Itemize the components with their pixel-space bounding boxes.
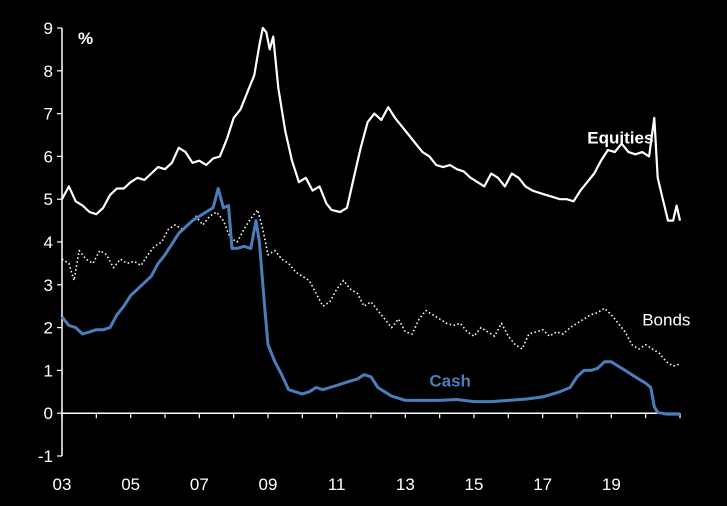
y-tick-label: 3 xyxy=(44,276,53,295)
y-axis-unit-label: % xyxy=(78,29,93,48)
y-tick-label: -1 xyxy=(38,447,53,466)
x-tick-label: 03 xyxy=(53,475,72,494)
series-label-bonds: Bonds xyxy=(642,310,690,329)
series-lines xyxy=(60,26,682,416)
series-label-equities: Equities xyxy=(587,129,653,148)
series-line-equities xyxy=(61,26,682,222)
x-tick-label: 17 xyxy=(533,475,552,494)
y-tick-label: 9 xyxy=(44,19,53,38)
series-labels: Equities Bonds Cash xyxy=(429,129,690,391)
y-tick-label: 0 xyxy=(44,404,53,423)
y-tick-label: 2 xyxy=(44,319,53,338)
y-tick-label: 4 xyxy=(44,233,53,252)
y-tick-label: 1 xyxy=(44,361,53,380)
series-line-cash xyxy=(60,187,680,416)
x-tick-label: 07 xyxy=(190,475,209,494)
y-tick-label: 8 xyxy=(44,62,53,81)
x-tick-label: 05 xyxy=(121,475,140,494)
series-label-cash: Cash xyxy=(429,372,471,391)
x-tick-label: 11 xyxy=(328,475,346,494)
x-axis-tick-labels: 03 05 07 09 11 13 15 17 19 xyxy=(53,475,621,494)
x-tick-label: 15 xyxy=(465,475,484,494)
x-tick-label: 13 xyxy=(396,475,415,494)
axes xyxy=(57,27,681,457)
y-tick-label: 7 xyxy=(44,105,53,124)
y-axis-tick-labels: -1 0 1 2 3 4 5 6 7 8 9 xyxy=(38,19,53,466)
x-tick-label: 19 xyxy=(602,475,621,494)
y-tick-label: 5 xyxy=(44,190,53,209)
x-tick-label: 09 xyxy=(259,475,278,494)
y-tick-label: 6 xyxy=(44,147,53,166)
series-line-bonds xyxy=(61,209,681,367)
